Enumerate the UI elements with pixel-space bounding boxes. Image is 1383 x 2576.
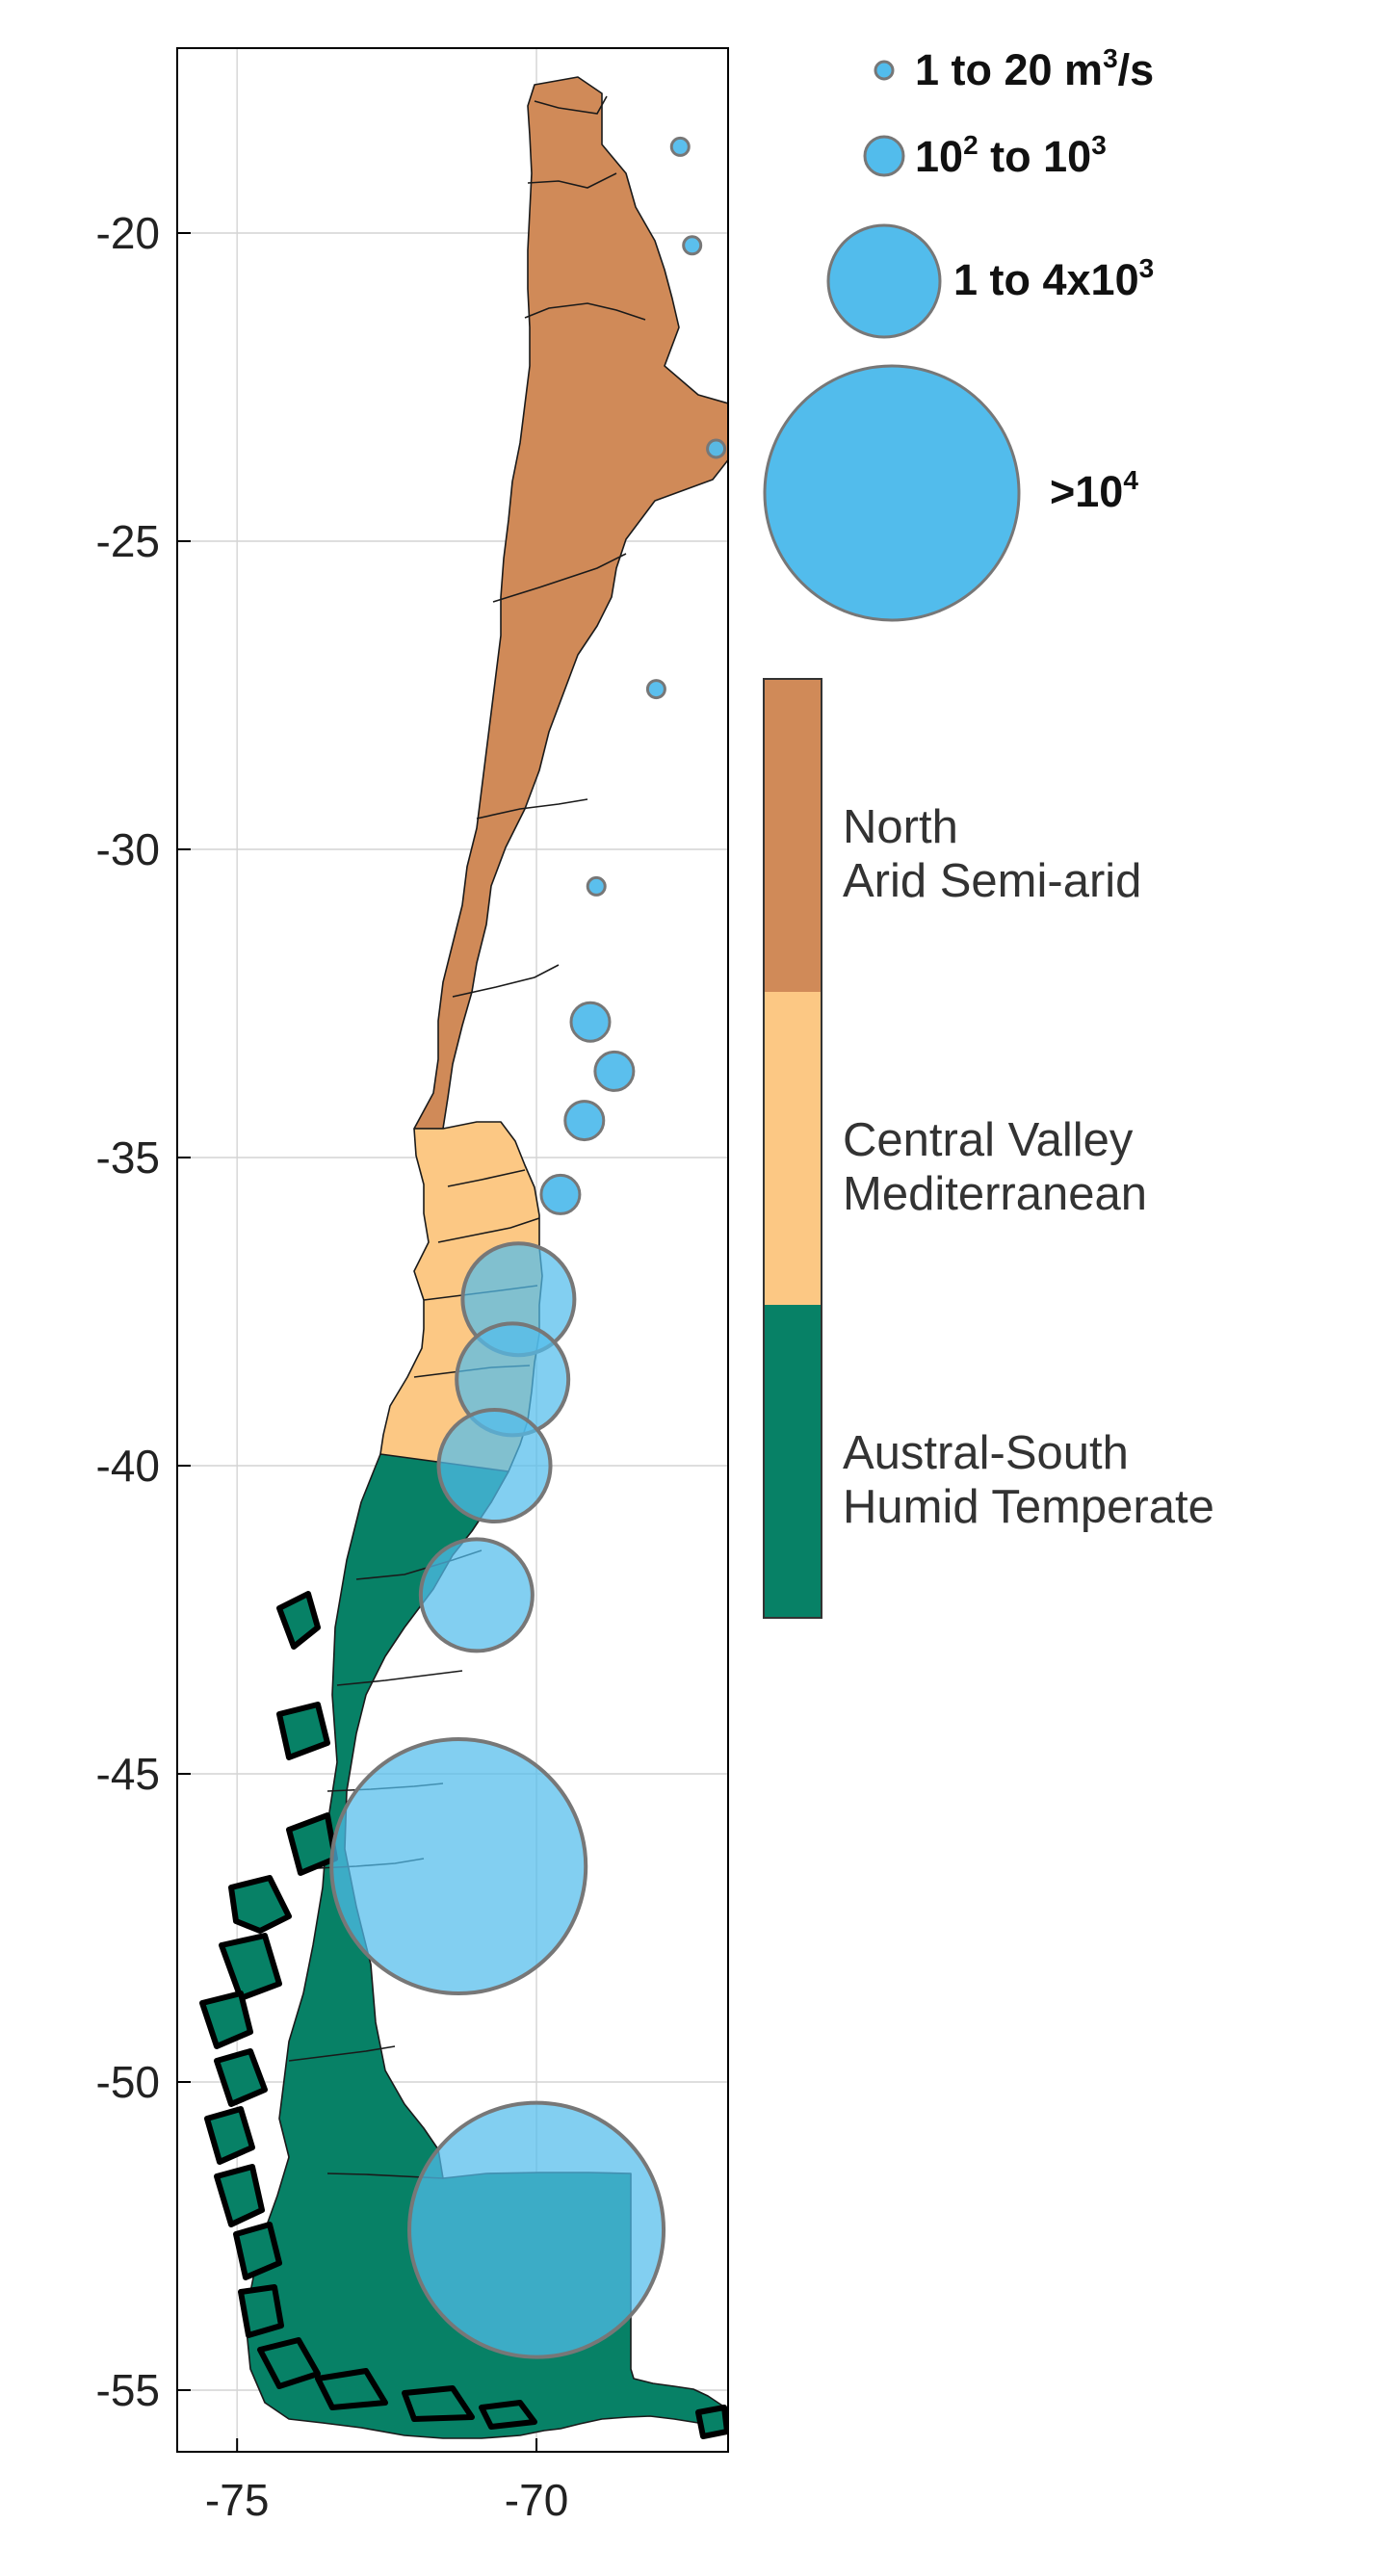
size-legend-label-3: >104​ [1050, 465, 1138, 516]
discharge-bubble-6 [593, 1050, 636, 1092]
y-tick-label-2: -30 [96, 824, 160, 874]
size-legend-circle-2 [826, 223, 942, 339]
zone-name-label-0: North [843, 801, 958, 853]
fjord-islands [199, 1591, 728, 2439]
discharge-bubble-12 [418, 1537, 535, 1653]
y-tick-label-5: -45 [96, 1749, 160, 1799]
size-legend-circle-3 [763, 364, 1021, 622]
y-tick-label-0: -20 [96, 208, 160, 258]
discharge-bubble-7 [563, 1100, 606, 1142]
size-legend-circle-1 [863, 135, 905, 177]
discharge-bubble-14 [407, 2100, 666, 2359]
zone-legend-frame [763, 678, 822, 1619]
size-legend-label-0: 1 to 20 m3​/s [915, 43, 1154, 94]
size-legend-label-2: 1 to 4x103​ [953, 253, 1154, 304]
plot-frame [176, 47, 729, 2453]
y-tick-label-4: -40 [96, 1441, 160, 1491]
y-tick-label-6: -50 [96, 2057, 160, 2107]
zone-climate-label-2: Humid Temperate [843, 1481, 1214, 1533]
y-tick-label-1: -25 [96, 516, 160, 566]
zone-name-label-1: Central Valley [843, 1114, 1134, 1166]
zone-climate-label-0: Arid Semi-arid [843, 855, 1141, 907]
discharge-bubble-5 [569, 1001, 612, 1043]
zone-color-swatch-1 [764, 992, 822, 1305]
size-legend-label-1: 102​ to 103​ [915, 130, 1107, 181]
y-axis-ticks: -20 -25 -30 -35 -40 -45 -50 -55 [96, 208, 191, 2415]
x-tick-label-1: -70 [505, 2475, 568, 2525]
region-north [413, 76, 728, 1130]
zone-name-label-2: Austral-South [843, 1427, 1129, 1479]
discharge-bubble-0 [669, 136, 691, 157]
zone-color-swatch-2 [764, 1305, 822, 1618]
discharge-bubble-8 [539, 1173, 582, 1215]
bubble-size-legend: 1 to 20 m3​/s 102​ to 103​ 1 to 4x103​ >104… [763, 43, 1154, 622]
y-tick-label-3: -35 [96, 1132, 160, 1183]
x-axis-ticks: -75 -70 [205, 2438, 568, 2525]
x-tick-label-0: -75 [205, 2475, 269, 2525]
discharge-bubbles [329, 136, 727, 2359]
discharge-bubble-13 [329, 1737, 588, 1995]
discharge-bubble-4 [586, 875, 607, 897]
discharge-bubble-2 [706, 438, 727, 459]
discharge-bubble-1 [682, 235, 703, 256]
zone-color-swatch-0 [764, 679, 822, 992]
size-legend-circle-0 [874, 60, 895, 81]
zone-climate-label-1: Mediterranean [843, 1168, 1147, 1220]
y-tick-label-7: -55 [96, 2365, 160, 2415]
discharge-bubble-3 [645, 679, 666, 700]
discharge-bubble-11 [436, 1408, 553, 1523]
